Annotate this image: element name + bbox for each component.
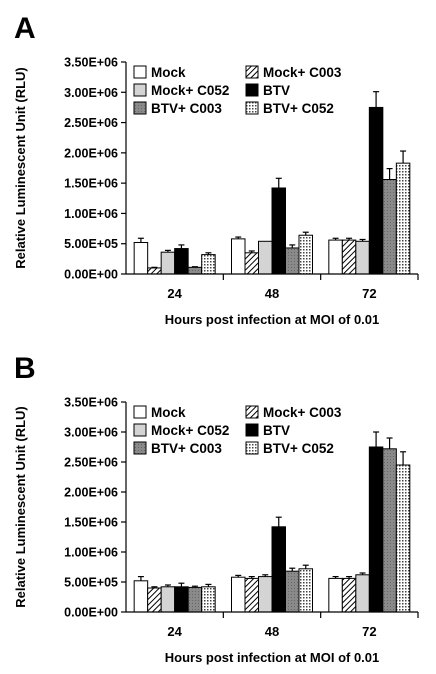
- x-tick-label: 72: [362, 286, 376, 301]
- bar: [133, 242, 149, 275]
- bar: [328, 239, 343, 275]
- bar: [382, 179, 397, 275]
- legend-entry: Mock+ C003: [263, 65, 342, 80]
- legend-entry: Mock+ C052: [151, 83, 229, 98]
- y-tick-label: 1.50E+06: [64, 516, 118, 530]
- x-tick-label: 48: [265, 286, 279, 301]
- y-tick-label: 2.50E+06: [64, 456, 118, 470]
- y-tick-label: 0.00E+00: [64, 606, 118, 620]
- legend-entry: BTV+ C052: [263, 441, 334, 456]
- legend-swatch: [133, 101, 147, 115]
- bar: [133, 580, 149, 613]
- y-tick-label: 2.00E+06: [64, 146, 118, 160]
- y-tick-label: 3.50E+06: [64, 396, 118, 410]
- bar: [285, 247, 300, 275]
- x-tick-label: 24: [167, 624, 182, 639]
- y-tick-label: 5.00E+05: [64, 237, 118, 251]
- legend-swatch: [245, 423, 259, 437]
- bars: [133, 431, 411, 613]
- bar: [147, 587, 162, 613]
- bar: [368, 446, 384, 613]
- bar: [328, 577, 343, 613]
- bar: [244, 577, 259, 613]
- x-axis-title: Hours post infection at MOI of 0.01: [165, 650, 380, 665]
- bar: [160, 586, 176, 613]
- legend-entry: Mock+ C052: [151, 423, 229, 438]
- bar: [382, 448, 397, 613]
- bar: [355, 240, 370, 275]
- bar: [231, 238, 246, 275]
- y-tick-label: 0.00E+00: [64, 268, 118, 282]
- bar: [258, 576, 273, 613]
- bar: [174, 248, 189, 275]
- bar: [298, 568, 313, 613]
- bar: [258, 240, 273, 275]
- legend-swatch: [245, 405, 259, 419]
- y-tick-label: 3.50E+06: [64, 56, 118, 70]
- legend-entry: BTV+ C052: [263, 101, 334, 116]
- legend-swatch: [245, 83, 259, 97]
- bar: [201, 254, 216, 275]
- legend-entry: BTV: [263, 83, 290, 98]
- y-tick-label: 5.00E+05: [64, 576, 118, 590]
- panel-letter: B: [14, 352, 36, 385]
- y-tick-label: 2.50E+06: [64, 116, 118, 130]
- legend-swatch: [245, 101, 259, 115]
- x-axis-title: Hours post infection at MOI of 0.01: [165, 312, 380, 327]
- x-axis-categories: 24 48 72: [167, 612, 419, 639]
- legend-swatch: [133, 65, 147, 79]
- legend-swatch: [245, 441, 259, 455]
- bar: [147, 267, 162, 275]
- bar: [395, 162, 411, 275]
- panel-a: A Mock Mock+ C003 Mock+ C052 BTV BTV+ C003 BT…: [13, 12, 419, 327]
- bar: [341, 577, 357, 613]
- legend: Mock Mock+ C003 Mock+ C052 BTV BTV+ C003 BTV+…: [133, 405, 342, 456]
- legend-swatch: [133, 423, 147, 437]
- y-tick-label: 3.00E+06: [64, 426, 118, 440]
- panel-letter: A: [14, 12, 36, 45]
- bar: [244, 252, 259, 275]
- bars: [133, 91, 411, 275]
- y-tick-label: 1.50E+06: [64, 177, 118, 191]
- bar: [298, 234, 313, 275]
- bar: [201, 586, 216, 613]
- panel-b: B Mock Mock+ C003 Mock+ C052 BTV BTV+ C003 BT…: [13, 352, 419, 665]
- legend-entry: Mock+ C003: [263, 405, 342, 420]
- y-tick-label: 1.00E+06: [64, 207, 118, 221]
- legend-swatch: [133, 83, 147, 97]
- y-axis-title: Relative Luminescent Unit (RLU): [13, 67, 28, 269]
- y-axis-title: Relative Luminescent Unit (RLU): [13, 406, 28, 608]
- legend-swatch: [133, 405, 147, 419]
- bar: [187, 266, 203, 275]
- bar: [285, 570, 300, 613]
- legend-swatch: [245, 65, 259, 79]
- legend-entry: BTV+ C003: [151, 441, 222, 456]
- bar: [368, 106, 384, 275]
- y-tick-label: 2.00E+06: [64, 486, 118, 500]
- bar: [355, 574, 370, 613]
- bar: [395, 464, 411, 613]
- bar: [271, 187, 286, 275]
- y-axis-ticks: 0.00E+00 5.00E+05 1.00E+06 1.50E+06 2.00E+06…: [64, 56, 126, 282]
- x-tick-label: 72: [362, 624, 376, 639]
- x-tick-label: 24: [167, 286, 182, 301]
- bar: [341, 239, 357, 275]
- bar: [231, 576, 246, 613]
- y-tick-label: 3.00E+06: [64, 86, 118, 100]
- x-axis-categories: 24 48 72: [167, 274, 419, 301]
- x-tick-label: 48: [265, 624, 279, 639]
- bar: [271, 526, 286, 613]
- bar: [187, 586, 203, 613]
- bar: [174, 586, 189, 613]
- legend-entry: Mock: [151, 65, 186, 80]
- legend-swatch: [133, 441, 147, 455]
- legend: Mock Mock+ C003 Mock+ C052 BTV BTV+ C003 BTV+…: [133, 65, 342, 116]
- bar: [160, 251, 176, 275]
- legend-entry: Mock: [151, 405, 186, 420]
- legend-entry: BTV: [263, 423, 290, 438]
- y-tick-label: 1.00E+06: [64, 546, 118, 560]
- y-axis-ticks: 0.00E+00 5.00E+05 1.00E+06 1.50E+06 2.00E+06…: [64, 396, 126, 620]
- legend-entry: BTV+ C003: [151, 101, 222, 116]
